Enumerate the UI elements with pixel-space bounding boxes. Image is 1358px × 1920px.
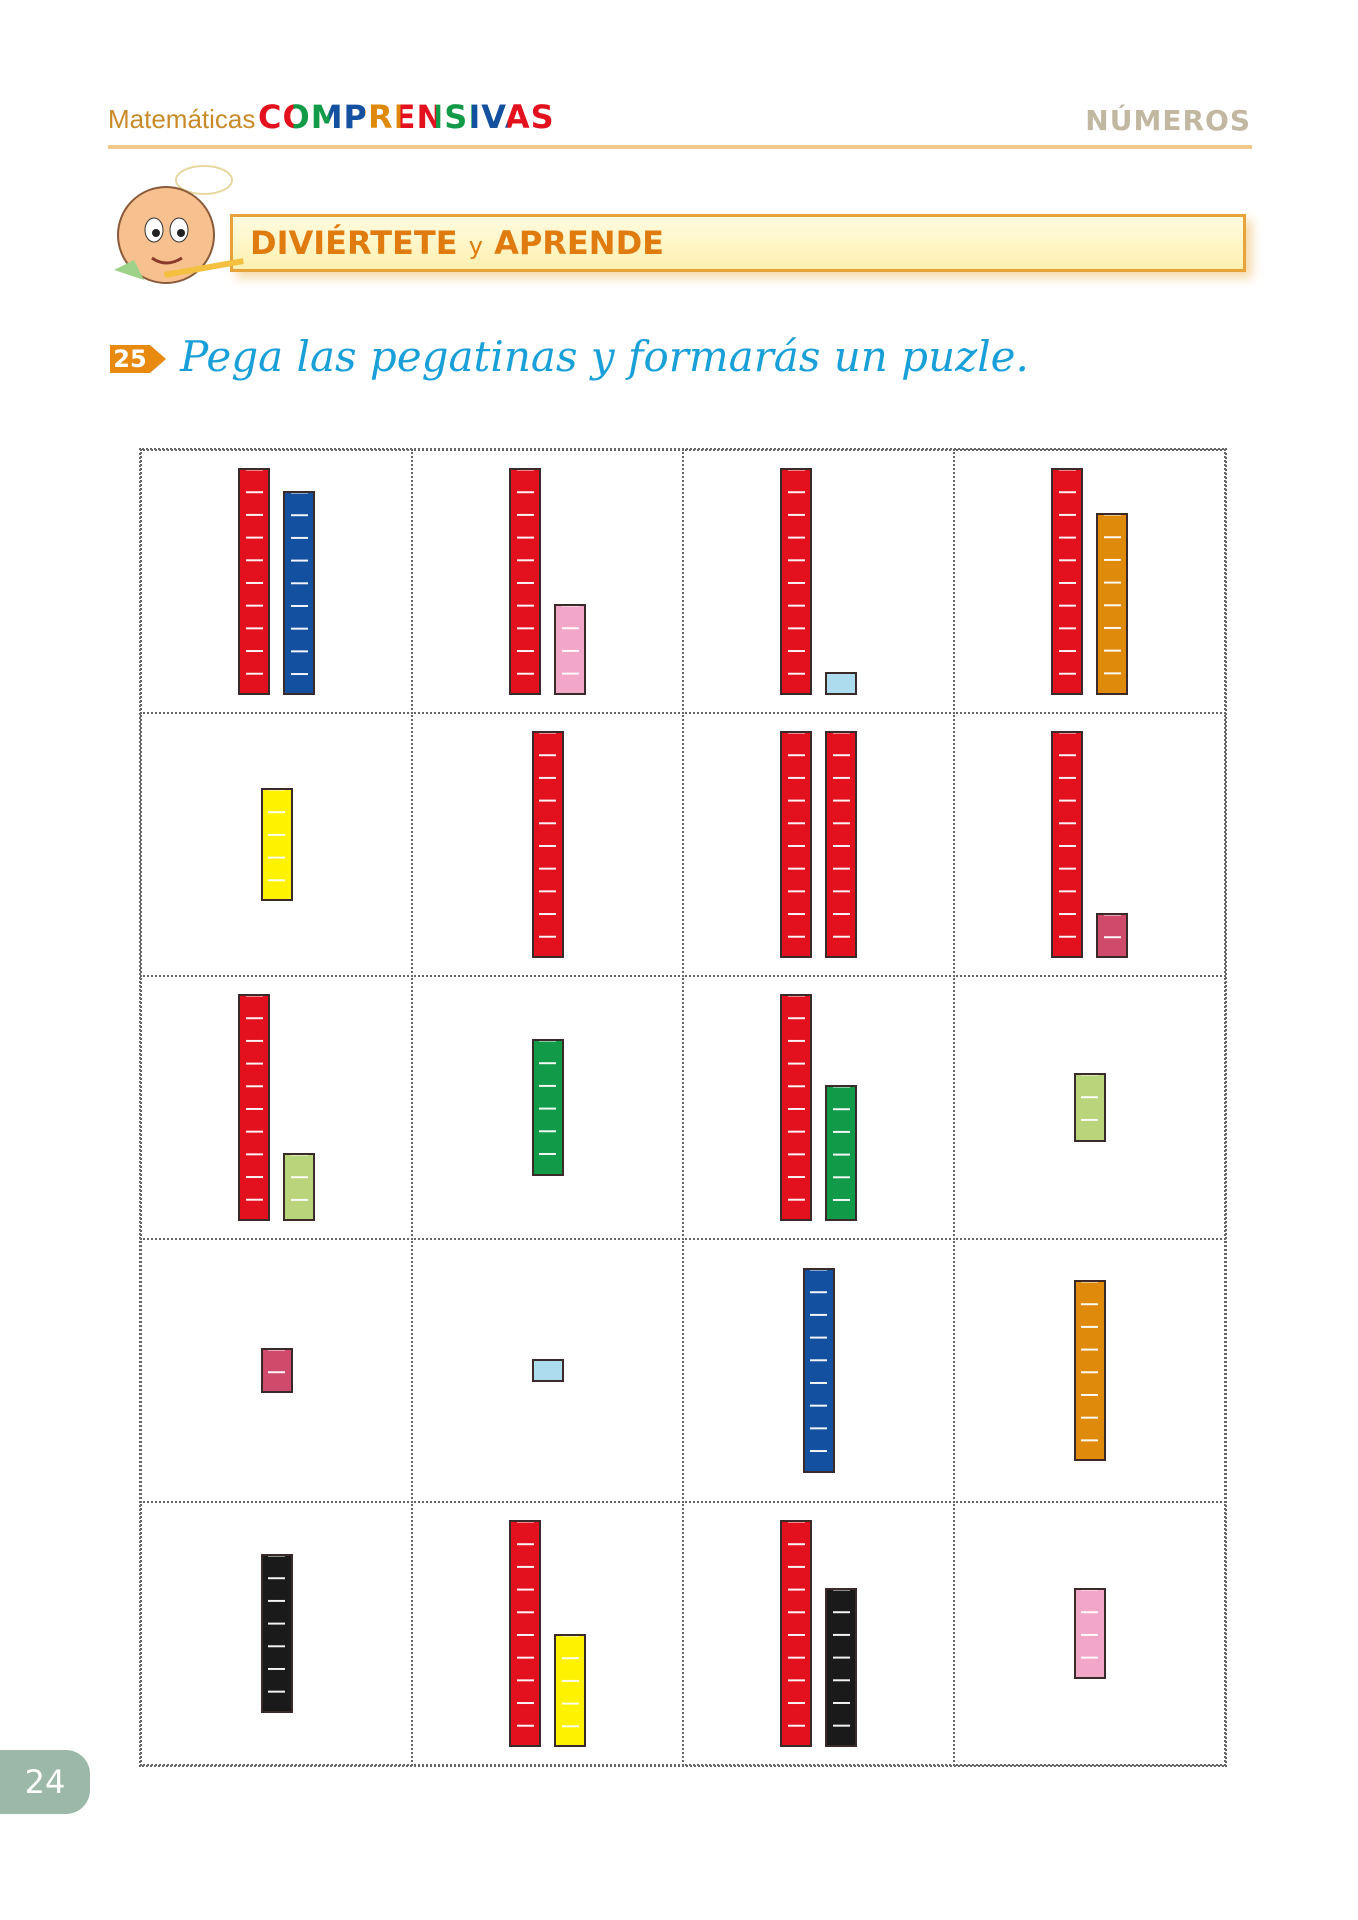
rod	[509, 1520, 541, 1747]
rod	[238, 994, 270, 1221]
puzzle-cell	[953, 1238, 1226, 1503]
puzzle-cell	[140, 712, 413, 977]
puzzle-cell	[682, 1501, 955, 1766]
puzzle-cell	[953, 1501, 1226, 1766]
rod	[780, 468, 812, 695]
rod-group	[509, 1520, 586, 1747]
rod	[780, 1520, 812, 1747]
header-rule	[108, 145, 1252, 149]
rod	[283, 490, 315, 695]
exercise-number: 25	[110, 345, 150, 373]
banner	[230, 214, 1246, 272]
rod-group	[780, 731, 857, 958]
rod-group	[1073, 1279, 1106, 1462]
rod	[780, 994, 812, 1221]
rod-group	[260, 1554, 293, 1713]
rod	[531, 1359, 564, 1382]
puzzle-cell	[953, 712, 1226, 977]
puzzle-cell	[682, 975, 955, 1240]
instruction: Pega las pegatinas y formarás un puzle.	[180, 332, 1029, 381]
exercise-arrow	[150, 345, 166, 373]
puzzle-cell	[140, 1501, 413, 1766]
rod	[283, 1152, 315, 1221]
rod	[802, 1268, 835, 1473]
rod	[509, 468, 541, 695]
rod	[260, 1347, 293, 1394]
brand-prefix: Matemáticas	[108, 104, 256, 134]
rod	[1073, 1073, 1106, 1142]
puzzle-cell	[411, 1238, 684, 1503]
rod	[1096, 912, 1128, 958]
rod	[531, 731, 564, 958]
rod-group	[260, 787, 293, 902]
puzzle-cell	[140, 449, 413, 714]
rod	[554, 604, 586, 695]
rod-group	[1051, 731, 1128, 958]
rod	[780, 731, 812, 958]
puzzle-cell	[953, 449, 1226, 714]
rod-group	[238, 468, 315, 695]
puzzle-cell	[682, 449, 955, 714]
rod-group	[531, 1359, 564, 1382]
puzzle-cell	[140, 975, 413, 1240]
rod	[1073, 1279, 1106, 1462]
puzzle-cell	[953, 975, 1226, 1240]
puzzle-cell	[411, 449, 684, 714]
rod-group	[780, 994, 857, 1221]
rod-group	[1073, 1073, 1106, 1142]
rod	[1073, 1588, 1106, 1679]
puzzle-cell	[140, 1238, 413, 1503]
puzzle-cell	[411, 1501, 684, 1766]
banner-left: DIVIÉRTETE	[250, 224, 458, 262]
rod	[825, 672, 857, 695]
puzzle-cell	[682, 1238, 955, 1503]
rod-group	[780, 468, 857, 695]
page-number: 24	[0, 1750, 90, 1814]
rod-group	[531, 731, 564, 958]
rod-group	[780, 1520, 857, 1747]
rod-group	[238, 994, 315, 1221]
rod	[825, 1588, 857, 1747]
mascot	[114, 165, 244, 284]
rod	[825, 1084, 857, 1221]
rod	[238, 468, 270, 695]
section-title: NÚMEROS	[1085, 104, 1251, 137]
rod-group	[509, 468, 586, 695]
rod-group	[1073, 1588, 1106, 1679]
rod	[1051, 731, 1083, 958]
rod	[1096, 513, 1128, 695]
puzzle-cell	[411, 712, 684, 977]
rod	[825, 731, 857, 958]
rod	[260, 1554, 293, 1713]
rod-group	[260, 1347, 293, 1394]
puzzle-cell	[682, 712, 955, 977]
rod	[260, 787, 293, 902]
rod-group	[802, 1268, 835, 1473]
puzzle-cell	[411, 975, 684, 1240]
rod-group	[1051, 468, 1128, 695]
brand: COMPRENSIVAS	[258, 98, 555, 136]
rod	[531, 1039, 564, 1176]
rod	[554, 1633, 586, 1747]
banner-joiner: y	[468, 232, 483, 260]
rod	[1051, 468, 1083, 695]
banner-right: APRENDE	[494, 224, 664, 262]
banner-text: DIVIÉRTETE y APRENDE	[250, 224, 664, 262]
puzzle-grid	[139, 448, 1227, 1767]
rod-group	[531, 1039, 564, 1176]
